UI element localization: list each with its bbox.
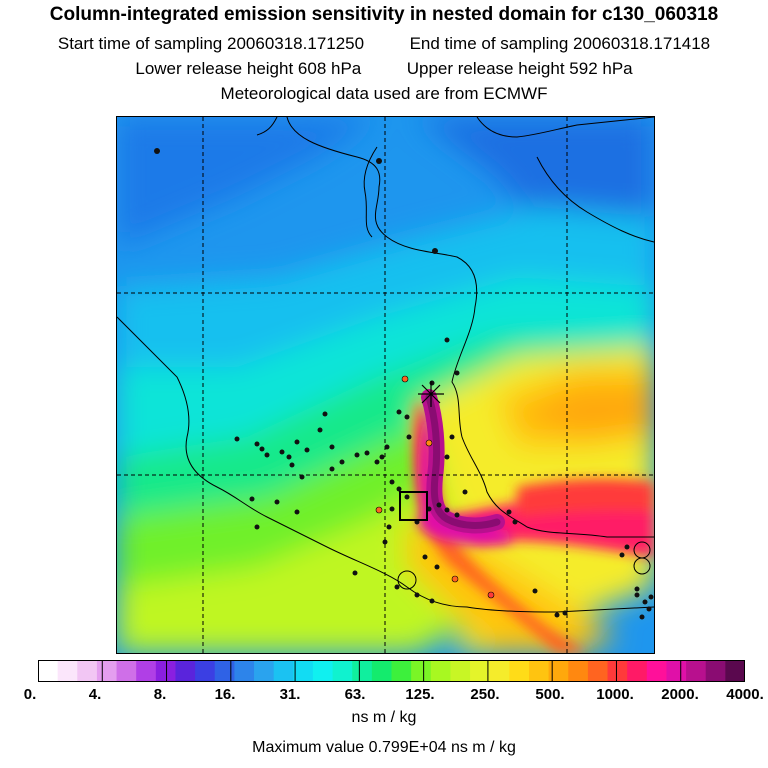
colorbar-cell [607, 660, 628, 682]
colorbar-tick-label: 4000. [726, 686, 764, 703]
colorbar-tick-label: 125. [405, 686, 435, 703]
colorbar-tick-label: 4. [88, 686, 102, 703]
receptor-box [399, 491, 428, 521]
colorbar-tick-label: 63. [344, 686, 366, 703]
colorbar-tick-label: 250. [470, 686, 500, 703]
colorbar-cells [38, 660, 745, 682]
start-value: 20060318.171250 [227, 34, 365, 53]
sampling-times: Start time of sampling 20060318.171250 E… [0, 34, 768, 54]
max-value: 0.799E+04 ns m / kg [368, 739, 516, 756]
colorbar-tick-label: 2000. [661, 686, 699, 703]
colorbar-cell [175, 660, 196, 682]
colorbar-tick-label: 16. [214, 686, 236, 703]
grid-lines [117, 117, 654, 653]
colorbar-cell [273, 660, 294, 682]
met-data-line: Meteorological data used are from ECMWF [220, 84, 548, 103]
colorbar-cell [371, 660, 393, 682]
colorbar-cell [332, 660, 353, 682]
colorbar-cell [705, 660, 726, 682]
colored-markers [375, 375, 495, 599]
colorbar-cell [155, 660, 177, 682]
lower-label: Lower release height [135, 59, 294, 78]
colorbar-cell [254, 660, 275, 682]
colorbar-border [38, 660, 745, 682]
colorbar-cell [116, 660, 137, 682]
colorbar-units: ns m / kg [351, 709, 417, 726]
upper-value: 592 hPa [569, 59, 633, 78]
release-point-star [418, 381, 444, 407]
colorbar-cell [391, 660, 412, 682]
end-value: 20060318.171418 [573, 34, 711, 53]
colorbar-tick-label: 8. [153, 686, 167, 703]
colorbar-cell [666, 660, 687, 682]
colorbar-cell [293, 660, 314, 682]
plot-title: Column-integrated emission sensitivity i… [49, 4, 719, 25]
colorbar-cell [352, 660, 373, 682]
colorbar-cell [450, 660, 471, 682]
colorbar-cell [38, 660, 59, 682]
colorbar-cell [214, 660, 235, 682]
colorbar-cell [136, 660, 157, 682]
colorbar-tick-label: 1000. [596, 686, 634, 703]
particle-positions [154, 148, 654, 620]
colorbar-cell [430, 660, 452, 682]
colorbar-cell [725, 660, 745, 682]
upper-label: Upper release height [406, 59, 565, 78]
colorbar-cell [470, 660, 491, 682]
colorbar-tick-label: 31. [279, 686, 301, 703]
colorbar-cell [411, 660, 432, 682]
release-heights: Lower release height 608 hPa Upper relea… [0, 59, 768, 79]
colorbar-cell [195, 660, 216, 682]
colorbar-cell [57, 660, 78, 682]
maximum-value-line: Maximum value 0.799E+04 ns m / kg [0, 739, 768, 757]
lower-value: 608 hPa [297, 59, 362, 78]
colorbar-cell [77, 660, 98, 682]
colorbar-cell [234, 660, 255, 682]
colorbar-cell [509, 660, 530, 682]
colorbar-cell [646, 660, 668, 682]
colorbar-cell [627, 660, 648, 682]
sensitivity-map [116, 116, 655, 654]
colorbar-cell [568, 660, 589, 682]
start-label: Start time of sampling [57, 34, 223, 53]
colorbar-cell [489, 660, 510, 682]
colorbar-cell [312, 660, 334, 682]
end-label: End time of sampling [409, 34, 569, 53]
colorbar-cell [548, 660, 569, 682]
colorbar-cell [528, 660, 550, 682]
colorbar-cell [587, 660, 609, 682]
colorbar-cell [96, 660, 118, 682]
colorbar-tick-label: 0. [23, 686, 37, 703]
max-label: Maximum value [252, 739, 365, 756]
coastlines [117, 117, 654, 613]
colorbar [38, 660, 745, 682]
colorbar-tick-label: 500. [535, 686, 565, 703]
colorbar-cell [686, 660, 707, 682]
